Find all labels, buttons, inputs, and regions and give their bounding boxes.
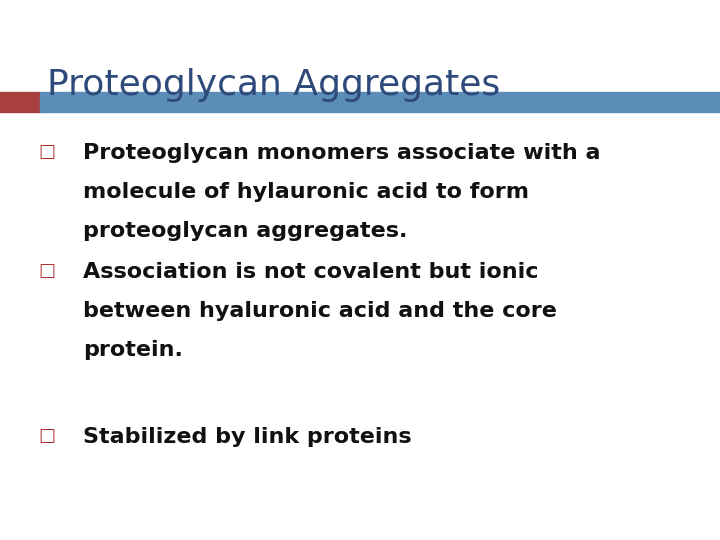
Text: Association is not covalent but ionic: Association is not covalent but ionic <box>83 262 539 282</box>
Text: □: □ <box>38 143 55 161</box>
Text: □: □ <box>38 427 55 444</box>
Bar <box>0 92 40 112</box>
Text: Proteoglycan Aggregates: Proteoglycan Aggregates <box>47 68 500 102</box>
Text: protein.: protein. <box>83 340 183 360</box>
Text: Stabilized by link proteins: Stabilized by link proteins <box>83 427 411 447</box>
Text: □: □ <box>38 262 55 280</box>
Text: between hyaluronic acid and the core: between hyaluronic acid and the core <box>83 301 557 321</box>
Bar <box>40 92 720 112</box>
Text: molecule of hylauronic acid to form: molecule of hylauronic acid to form <box>83 182 528 202</box>
Text: proteoglycan aggregates.: proteoglycan aggregates. <box>83 221 408 241</box>
Text: Proteoglycan monomers associate with a: Proteoglycan monomers associate with a <box>83 143 600 163</box>
